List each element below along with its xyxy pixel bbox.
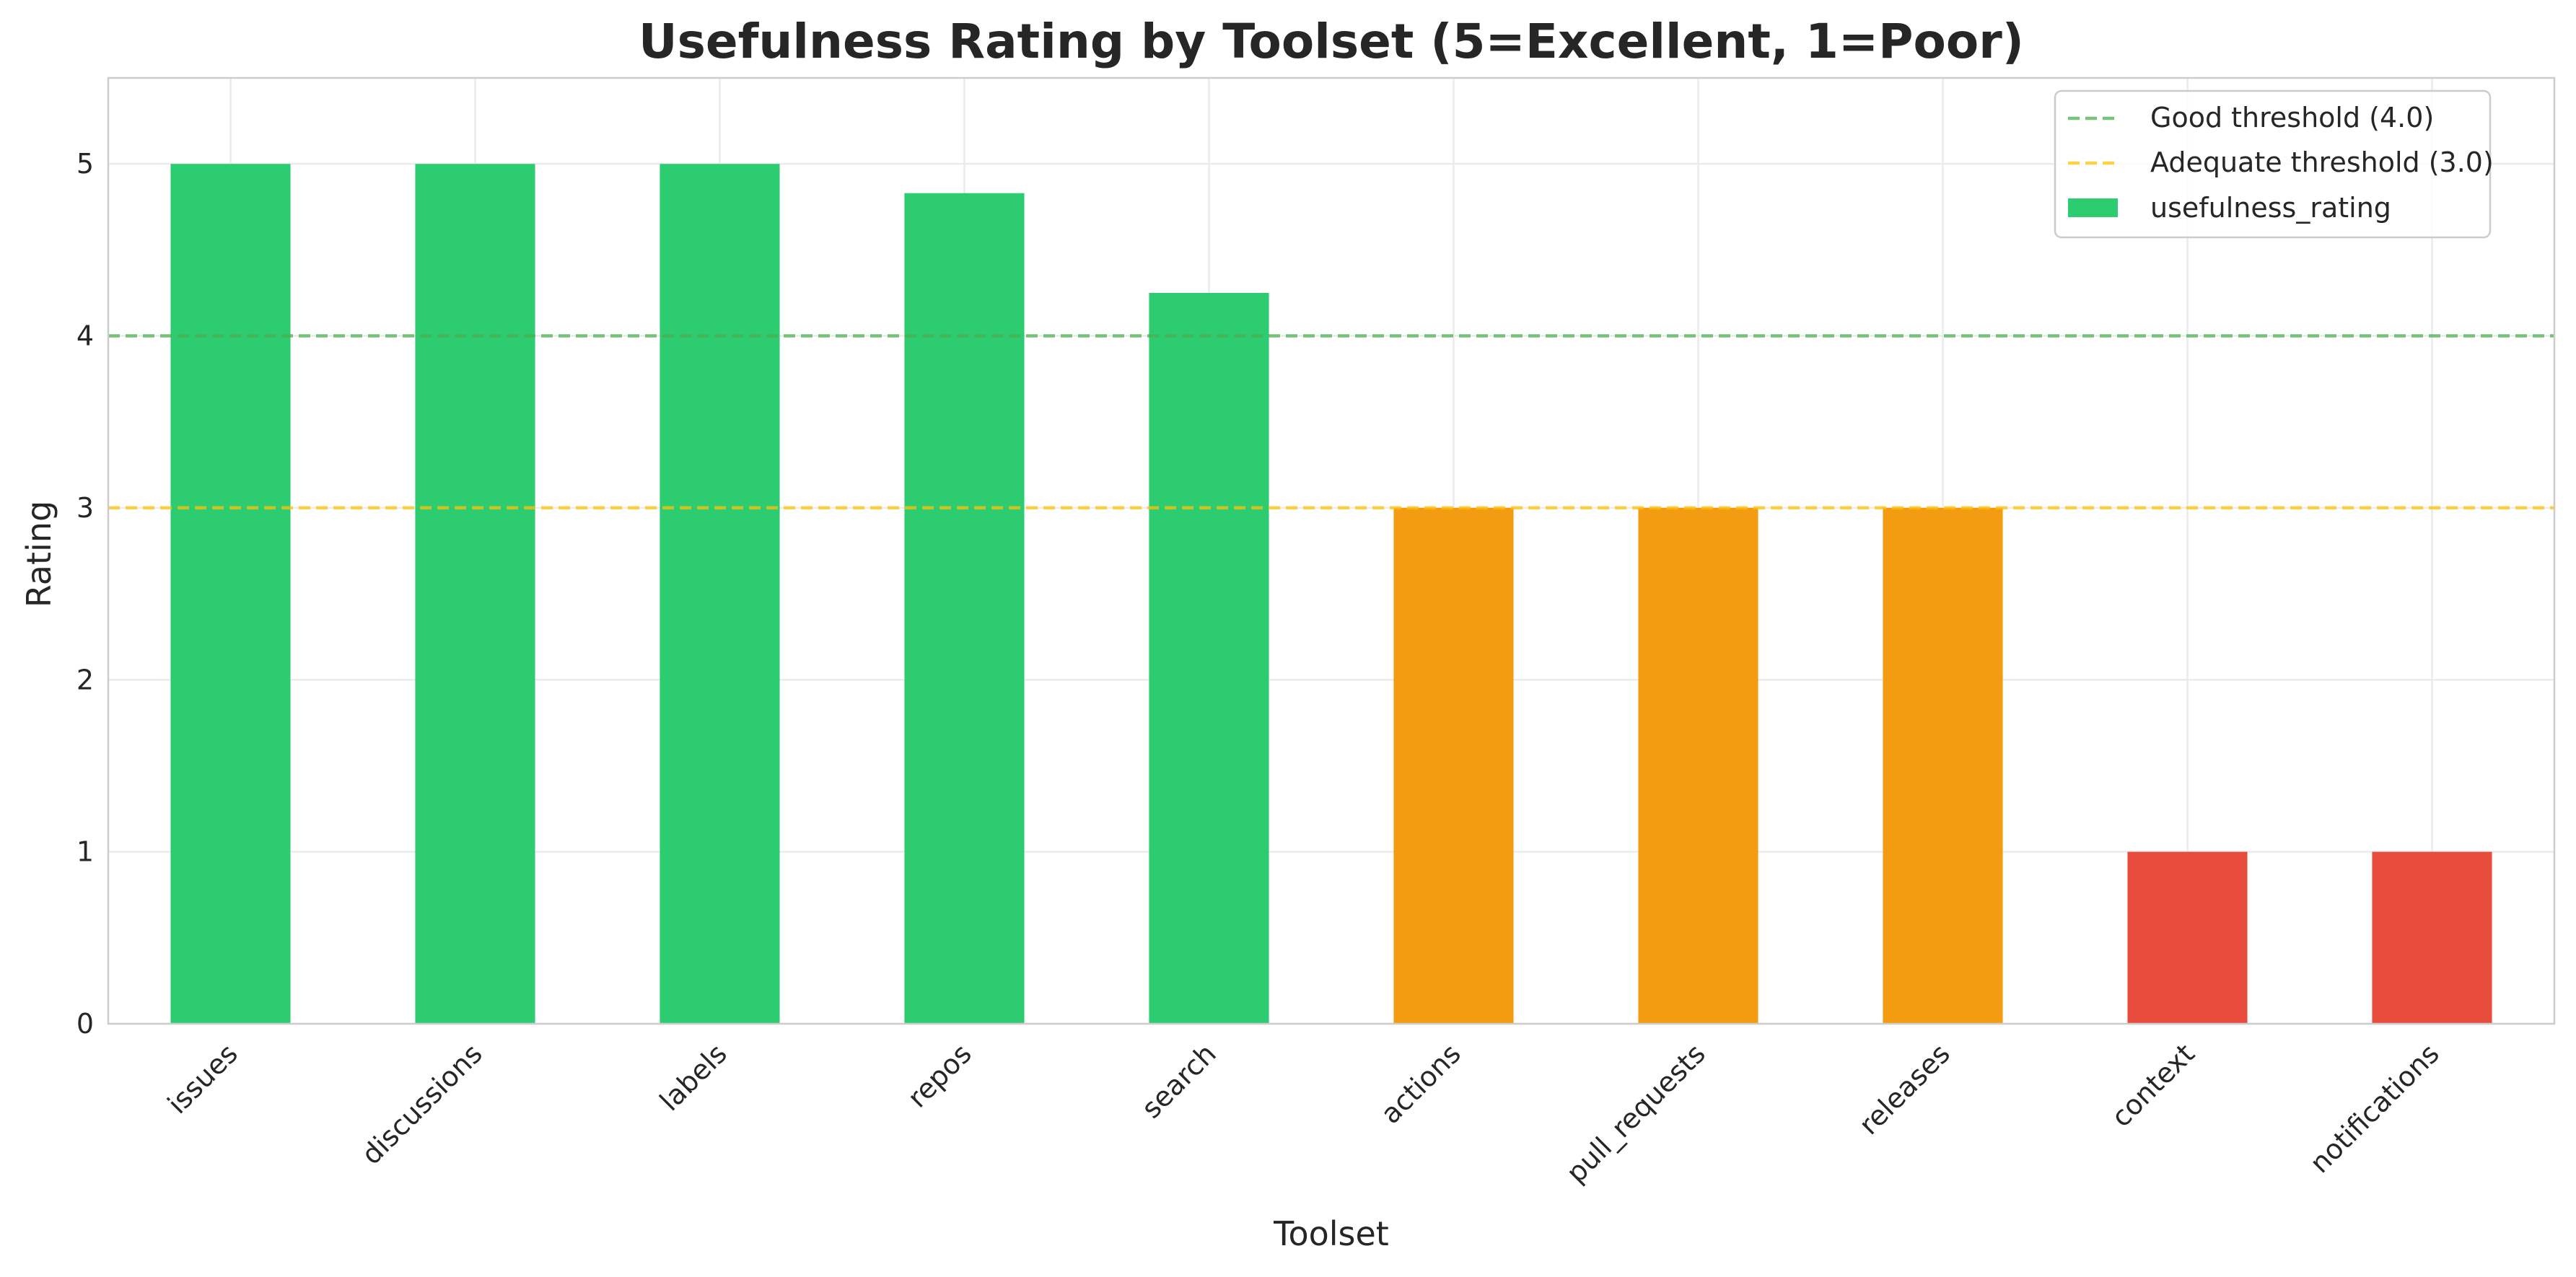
legend-swatch-usefulness [2068, 198, 2118, 217]
axes-frame [107, 76, 2556, 1025]
bar-search [1149, 292, 1269, 1024]
y-tick-labels: 0 1 2 3 4 5 [76, 148, 94, 1040]
y-tick-label: 3 [76, 492, 94, 524]
threshold-lines [108, 334, 2554, 510]
y-tick-label: 4 [76, 320, 94, 352]
bar-actions [1393, 507, 1514, 1024]
bar-discussions [415, 164, 535, 1024]
y-tick-label: 1 [76, 836, 94, 868]
y-tick-label: 5 [76, 148, 94, 180]
bar-releases [1883, 507, 2003, 1024]
legend: Good threshold (4.0) Adequate threshold … [2054, 89, 2494, 239]
legend-label-adequate: Adequate threshold (3.0) [2150, 146, 2494, 178]
y-tick-label: 2 [76, 664, 94, 695]
bars [170, 164, 2492, 1024]
y-tick-label: 0 [76, 1008, 94, 1040]
bar-pull_requests [1638, 507, 1758, 1024]
bar-issues [170, 164, 291, 1024]
legend-label-usefulness: usefulness_rating [2150, 192, 2391, 224]
x-axis-label: Toolset [1273, 1214, 1389, 1253]
bar-labels [660, 164, 780, 1024]
bar-notifications [2372, 851, 2492, 1024]
bar-context [2127, 851, 2248, 1024]
legend-box [2054, 89, 2492, 239]
chart-title: Usefulness Rating by Toolset (5=Excellen… [639, 14, 2024, 69]
bar-repos [904, 193, 1025, 1024]
legend-label-good: Good threshold (4.0) [2150, 102, 2434, 133]
y-axis-label: Rating [19, 501, 58, 607]
